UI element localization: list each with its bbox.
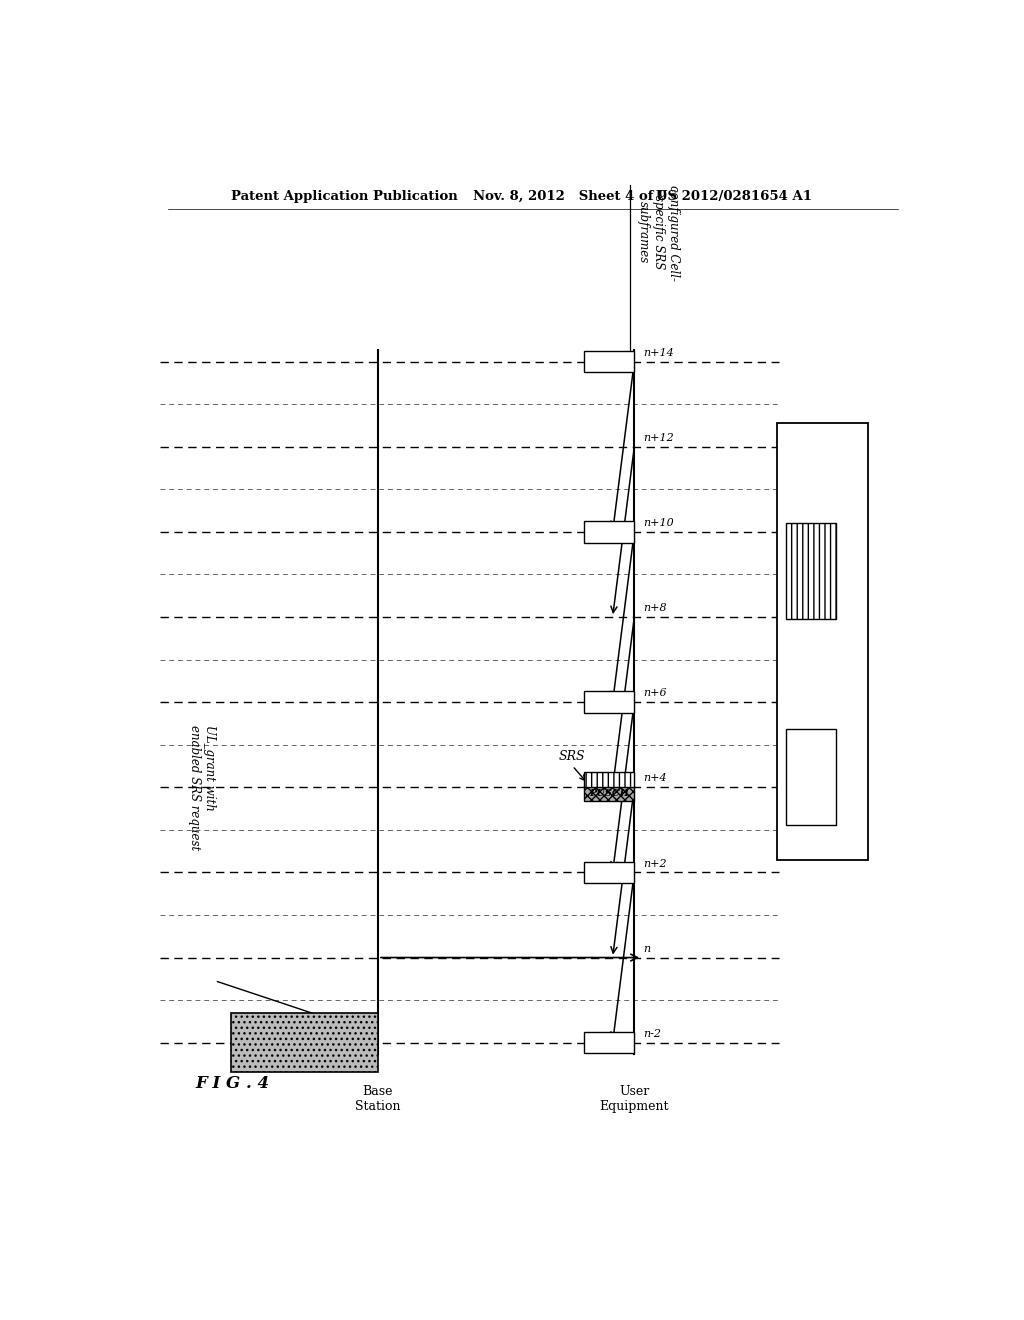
Text: n+10: n+10 [644, 517, 675, 528]
Text: PUSCH: PUSCH [589, 789, 629, 799]
Text: n+4: n+4 [644, 774, 668, 784]
Text: n+12: n+12 [644, 433, 675, 444]
Bar [786, 523, 837, 619]
Bar [584, 787, 634, 801]
Bar [584, 351, 634, 372]
Text: SRS: SRS [559, 750, 586, 763]
Bar [584, 772, 634, 787]
Text: n+14: n+14 [644, 348, 675, 358]
Text: n-2: n-2 [644, 1028, 662, 1039]
Bar [584, 521, 634, 543]
Bar [786, 729, 837, 825]
Text: n+8: n+8 [644, 603, 668, 614]
Text: UL_grant with
enabled SRS request: UL_grant with enabled SRS request [187, 725, 215, 850]
Bar [777, 422, 868, 859]
Text: US 2012/0281654 A1: US 2012/0281654 A1 [655, 190, 812, 202]
Text: Nov. 8, 2012   Sheet 4 of 9: Nov. 8, 2012 Sheet 4 of 9 [473, 190, 668, 202]
Text: User
Equipment: User Equipment [600, 1085, 669, 1113]
Text: configured Cell-
specific SRS
subframes: configured Cell- specific SRS subframes [637, 185, 680, 281]
Text: F I G . 4: F I G . 4 [196, 1074, 269, 1092]
Bar [584, 692, 634, 713]
Text: n+2: n+2 [644, 858, 668, 869]
Bar [231, 1012, 378, 1072]
Text: periodic SRS: periodic SRS [806, 644, 816, 717]
Text: Base
Station: Base Station [355, 1085, 400, 1113]
Text: scheduled SRS: scheduled SRS [806, 428, 816, 512]
Text: Patent Application Publication: Patent Application Publication [231, 190, 458, 202]
Bar [584, 1032, 634, 1053]
Text: n+6: n+6 [644, 688, 668, 698]
Bar [584, 862, 634, 883]
Text: n: n [644, 944, 650, 953]
